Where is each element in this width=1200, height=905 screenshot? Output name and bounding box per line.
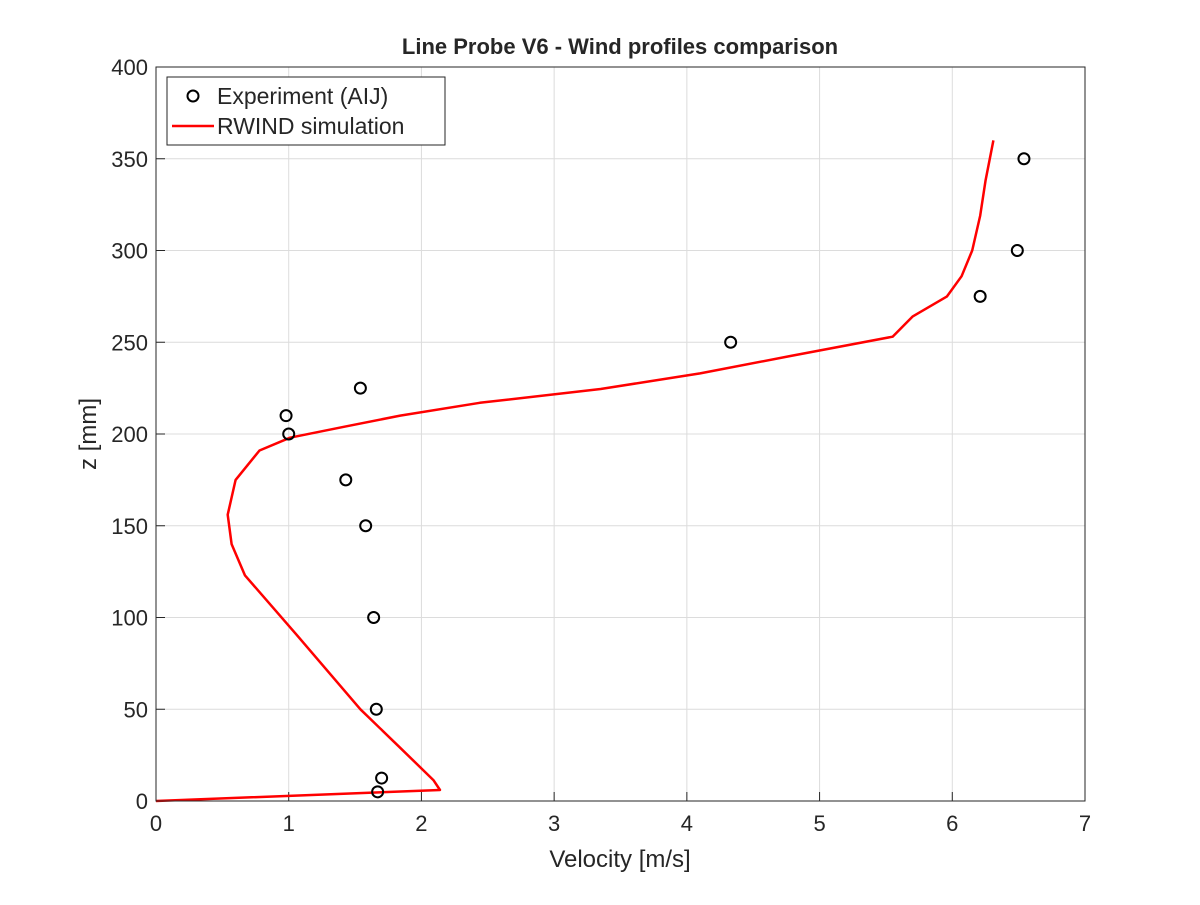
experiment-point [353,381,367,395]
series-rwind-simulation [155,140,995,803]
legend: Experiment (AIJ) RWIND simulation [166,76,446,146]
y-tick-label: 200 [111,422,148,447]
ticks: 0 1 2 3 4 5 6 7 0 50 100 150 200 250 300 350 400 [111,55,1091,836]
experiment-point [279,409,293,423]
experiment-point [1017,152,1031,166]
legend-label-rwind: RWIND simulation [217,113,404,139]
y-tick-label: 100 [111,606,148,631]
experiment-point [724,335,738,349]
experiment-point [1010,244,1024,257]
y-tick-label: 150 [111,514,148,539]
experiment-point [282,427,296,441]
grid [155,66,1086,802]
y-tick-label: 250 [111,330,148,355]
legend-marker-experiment [186,89,200,103]
x-tick-label: 2 [415,811,427,836]
legend-box [166,76,446,146]
y-axis-label: z [mm] [75,398,102,470]
series-experiment [279,152,1031,799]
experiment-point [359,519,373,533]
x-tick-label: 6 [946,811,958,836]
chart-title: Line Probe V6 - Wind profiles comparison [402,34,838,59]
x-tick-label: 1 [283,811,295,836]
y-tick-label: 50 [124,697,148,722]
experiment-point [369,702,383,716]
x-tick-label: 5 [813,811,825,836]
x-tick-label: 7 [1079,811,1091,836]
y-tick-label: 400 [111,55,148,80]
y-tick-label: 350 [111,147,148,172]
y-tick-label: 300 [111,239,148,264]
x-tick-label: 3 [548,811,560,836]
experiment-point [973,289,987,303]
experiment-point [367,611,381,624]
experiment-point [371,785,385,799]
x-axis-label: Velocity [m/s] [549,846,690,873]
x-tick-label: 0 [150,811,162,836]
experiment-point [375,771,389,785]
y-tick-label: 0 [136,789,148,814]
x-tick-label: 4 [681,811,693,836]
experiment-point [339,473,353,487]
rwind-simulation-line [155,140,995,803]
plot-frame [155,66,1086,802]
legend-label-experiment: Experiment (AIJ) [217,83,388,109]
